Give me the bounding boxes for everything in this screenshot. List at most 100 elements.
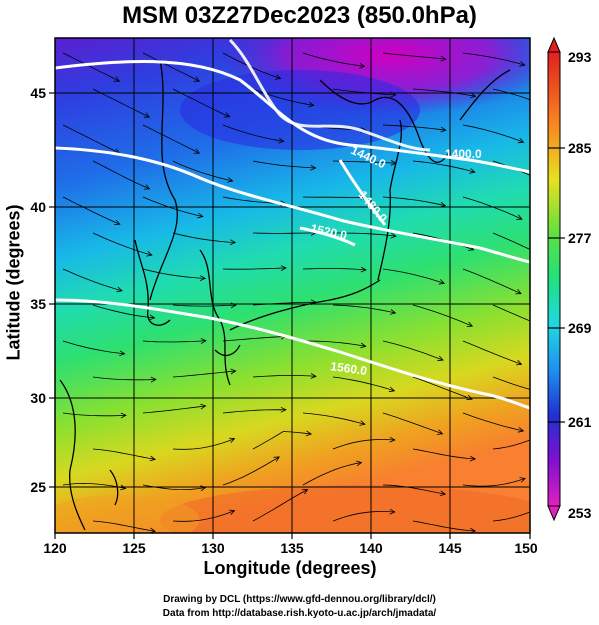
streamline bbox=[142, 268, 206, 279]
streamline bbox=[492, 160, 530, 176]
x-tick-label: 145 bbox=[438, 540, 462, 556]
streamline bbox=[492, 376, 530, 390]
y-tick-label: 25 bbox=[30, 479, 46, 495]
y-tick-label: 45 bbox=[30, 85, 46, 101]
streamline-arrowhead bbox=[469, 168, 476, 174]
colorbar-tick-label: 253 bbox=[568, 505, 592, 521]
streamline bbox=[252, 489, 308, 522]
colorbar-tick-label: 269 bbox=[568, 320, 592, 336]
streamline bbox=[332, 439, 395, 450]
streamline bbox=[222, 124, 284, 142]
streamline-arrowhead bbox=[113, 76, 121, 82]
streamline-arrowhead bbox=[388, 386, 396, 393]
credit-data-source: Data from http://database.rish.kyoto-u.a… bbox=[162, 608, 437, 619]
y-axis-label: Latitude (degrees) bbox=[3, 204, 24, 361]
streamline bbox=[462, 268, 522, 294]
contour-1560 bbox=[55, 298, 530, 410]
streamline bbox=[412, 520, 476, 532]
streamline bbox=[462, 340, 522, 365]
streamline bbox=[222, 336, 286, 342]
x-tick-label: 120 bbox=[43, 540, 67, 556]
streamline bbox=[62, 412, 126, 417]
streamline bbox=[492, 304, 530, 322]
streamline-arrowhead bbox=[280, 406, 287, 413]
streamline-arrowhead bbox=[119, 350, 126, 357]
streamline bbox=[252, 375, 316, 378]
streamline-arrowhead bbox=[230, 368, 237, 375]
streamline bbox=[222, 267, 287, 270]
streamline-arrowhead bbox=[360, 342, 367, 349]
streamline-arrowhead bbox=[360, 266, 367, 273]
map-title: MSM 03Z27Dec2023 (850.0hPa) bbox=[122, 2, 477, 29]
streamline bbox=[222, 456, 280, 486]
streamline-arrowhead bbox=[273, 456, 280, 462]
streamline-arrowhead bbox=[310, 164, 317, 171]
streamline bbox=[62, 268, 123, 292]
y-tick-labels: 45 40 35 30 25 bbox=[30, 85, 46, 495]
streamline bbox=[462, 478, 526, 487]
streamline-arrowhead bbox=[199, 275, 207, 281]
streamline bbox=[92, 448, 156, 460]
streamline bbox=[382, 196, 446, 207]
streamline bbox=[492, 232, 530, 250]
streamline bbox=[302, 196, 367, 199]
streamline-arrowhead bbox=[301, 489, 309, 495]
streamline bbox=[172, 510, 235, 522]
x-tick-label: 125 bbox=[122, 540, 146, 556]
streamline bbox=[332, 376, 395, 392]
colorbar-scale bbox=[547, 51, 561, 507]
streamline-arrowhead bbox=[149, 314, 156, 321]
streamline bbox=[172, 304, 237, 307]
streamline bbox=[412, 448, 476, 460]
x-tick-label: 150 bbox=[514, 540, 538, 556]
streamline bbox=[462, 124, 524, 143]
streamline-arrowhead bbox=[193, 76, 201, 82]
streamline bbox=[492, 439, 530, 450]
axis-tick-marks bbox=[49, 92, 531, 539]
streamline bbox=[412, 88, 476, 97]
streamline bbox=[302, 462, 362, 486]
streamline bbox=[412, 160, 476, 173]
contour-1480 bbox=[55, 146, 530, 264]
streamline bbox=[303, 340, 366, 347]
streamline-arrowhead bbox=[143, 112, 151, 118]
streamline-arrowhead bbox=[516, 214, 523, 220]
streamline-arrowhead bbox=[519, 61, 526, 67]
streamline-arrowhead bbox=[280, 265, 287, 271]
streamline-arrowhead bbox=[519, 477, 526, 483]
wind-streamlines bbox=[62, 52, 530, 533]
y-tick-label: 30 bbox=[30, 390, 46, 406]
streamline-arrowhead bbox=[200, 403, 207, 410]
lat-lon-grid bbox=[55, 38, 530, 533]
streamline-arrowhead bbox=[469, 455, 477, 462]
streamline-arrowhead bbox=[227, 177, 234, 183]
streamline-arrowhead bbox=[229, 239, 237, 246]
streamline-arrowhead bbox=[197, 212, 204, 219]
colorbar-tick-label: 293 bbox=[568, 49, 592, 65]
streamline bbox=[92, 88, 150, 118]
streamline bbox=[142, 405, 206, 414]
colorbar: 293 285 277 269 261 253 bbox=[547, 36, 592, 522]
streamline-arrowhead bbox=[228, 509, 236, 515]
streamline-arrowhead bbox=[228, 437, 236, 443]
streamline-arrowhead bbox=[200, 338, 207, 344]
streamline-arrowhead bbox=[466, 394, 473, 401]
streamline bbox=[252, 160, 316, 169]
streamline-arrowhead bbox=[437, 355, 444, 362]
streamline-arrowhead bbox=[359, 420, 366, 426]
streamline-arrowhead bbox=[359, 62, 366, 69]
streamline bbox=[62, 340, 125, 355]
streamline-arrowhead bbox=[440, 55, 447, 62]
credit-drawing: Drawing by DCL (https://www.gfd-dennou.o… bbox=[163, 594, 436, 605]
streamline bbox=[62, 196, 120, 225]
streamline bbox=[462, 52, 525, 66]
streamline bbox=[92, 376, 156, 381]
y-tick-label: 40 bbox=[30, 199, 46, 215]
streamline bbox=[412, 304, 473, 327]
streamline-arrowhead bbox=[193, 148, 201, 154]
streamline-arrowhead bbox=[389, 508, 396, 515]
x-tick-label: 130 bbox=[201, 540, 225, 556]
streamline-arrowhead bbox=[390, 232, 397, 239]
streamline-arrowhead bbox=[436, 429, 444, 435]
